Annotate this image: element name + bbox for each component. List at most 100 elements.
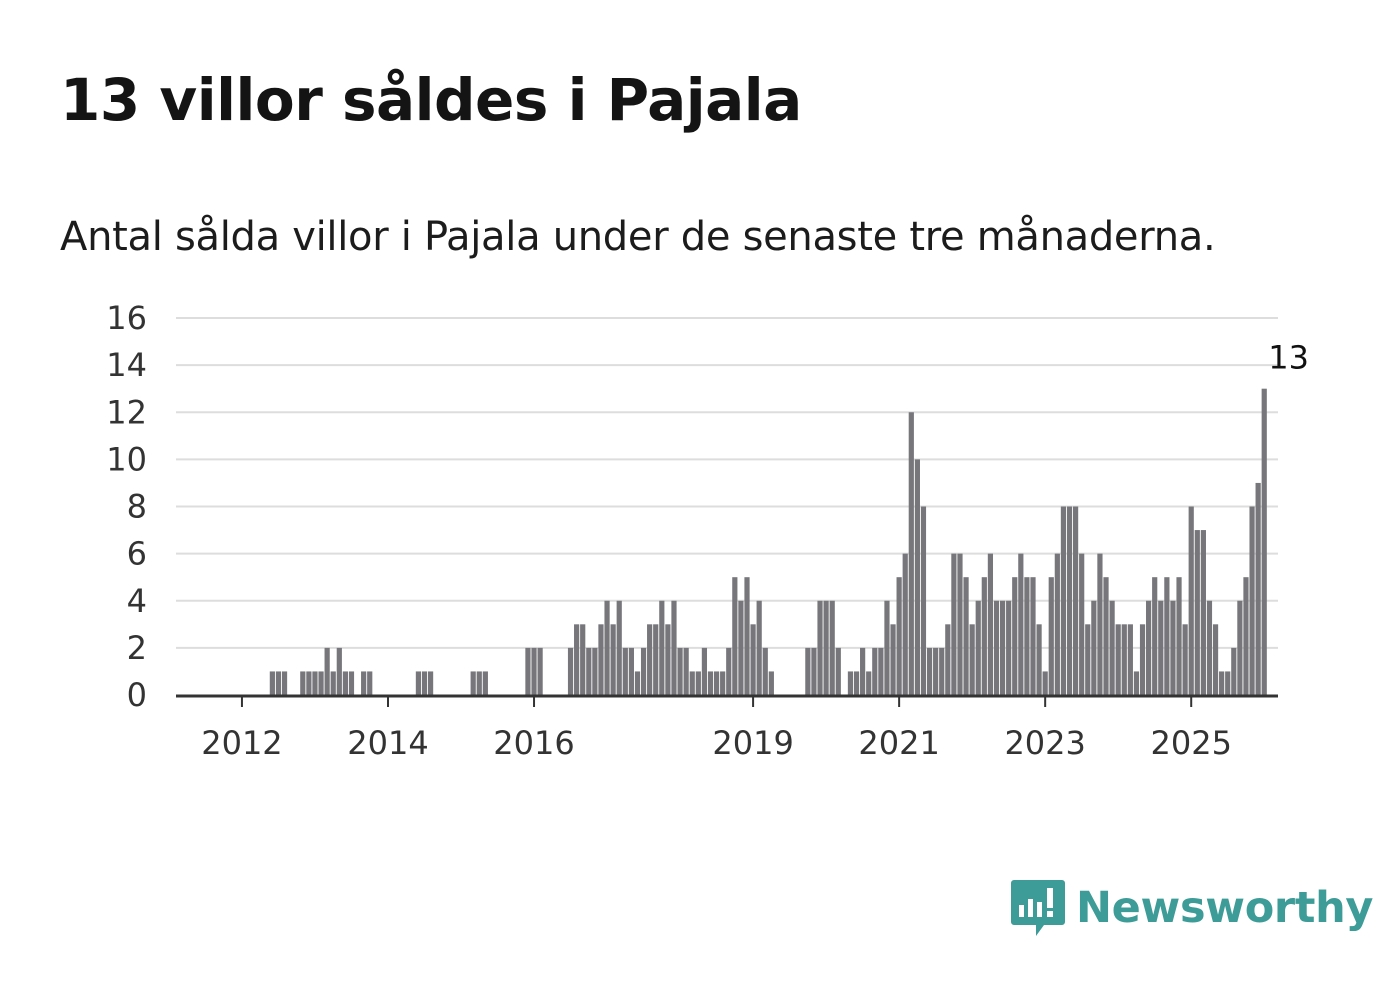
bar-71 — [610, 624, 616, 695]
bar-93 — [744, 577, 750, 695]
bar-26 — [336, 647, 342, 695]
highlight-value-label: 13 — [1268, 339, 1309, 377]
bar-145 — [1060, 506, 1067, 695]
x-tick-label-2023: 2023 — [1004, 724, 1085, 762]
y-axis-ticks: 0 2 4 6 8 10 12 14 16 — [106, 299, 147, 714]
bar-167 — [1194, 530, 1200, 695]
bar-69 — [598, 624, 604, 695]
bar-85 — [695, 671, 701, 695]
bar-153 — [1109, 600, 1115, 695]
bar-96 — [762, 647, 768, 695]
bar-127 — [951, 553, 957, 695]
bar-139 — [1024, 577, 1030, 695]
y-tick-label-14: 14 — [106, 346, 147, 384]
bar-143 — [1048, 577, 1054, 695]
bar-107 — [829, 600, 835, 695]
bar-168 — [1200, 530, 1206, 695]
bar-140 — [1030, 577, 1036, 695]
bar-163 — [1170, 600, 1176, 695]
bar-158 — [1139, 624, 1146, 695]
chart-title: 13 villor såldes i Pajala — [60, 66, 802, 134]
bar-146 — [1066, 506, 1073, 695]
bar-171 — [1219, 671, 1225, 695]
bar-123 — [926, 647, 933, 695]
bar-86 — [701, 647, 708, 695]
bar-169 — [1206, 600, 1213, 695]
bar-149 — [1085, 624, 1091, 695]
bar-79 — [659, 600, 665, 695]
y-tick-label-8: 8 — [127, 488, 147, 526]
bar-159 — [1146, 600, 1152, 695]
bar-176 — [1249, 506, 1255, 695]
bar-113 — [866, 671, 872, 695]
bar-49 — [476, 671, 482, 695]
bar-76 — [640, 647, 647, 695]
bar-95 — [756, 600, 762, 695]
y-tick-label-2: 2 — [127, 629, 147, 667]
bar-24 — [324, 647, 330, 695]
bar-105 — [817, 600, 823, 695]
bar-165 — [1182, 624, 1188, 695]
y-tick-label-12: 12 — [106, 393, 147, 431]
bar-133 — [987, 553, 994, 695]
bar-117 — [890, 624, 896, 695]
bar-147 — [1072, 506, 1079, 695]
bar-67 — [586, 647, 592, 695]
bar-160 — [1152, 577, 1158, 695]
bar-151 — [1097, 553, 1103, 695]
bar-116 — [884, 600, 890, 695]
x-tick-label-2021: 2021 — [858, 724, 939, 762]
bar-77 — [647, 624, 653, 695]
bar-175 — [1243, 577, 1249, 695]
x-tick-label-2014: 2014 — [347, 724, 428, 762]
bar-178 — [1261, 388, 1267, 695]
bar-89 — [720, 671, 726, 695]
bar-73 — [622, 647, 628, 695]
bar-58 — [531, 647, 537, 695]
bar-50 — [482, 671, 488, 695]
bar-48 — [470, 671, 476, 695]
bar-97 — [768, 671, 774, 695]
bar-57 — [525, 647, 531, 695]
bar-172 — [1225, 671, 1231, 695]
bars — [269, 388, 1267, 695]
bar-30 — [361, 671, 367, 695]
bar-64 — [567, 647, 574, 695]
chart-subtitle: Antal sålda villor i Pajala under de sen… — [60, 214, 1216, 260]
bar-177 — [1255, 482, 1261, 695]
bar-17 — [281, 671, 288, 695]
bar-161 — [1158, 600, 1164, 695]
y-tick-label-6: 6 — [127, 535, 147, 573]
bar-90 — [726, 647, 732, 695]
bar-114 — [872, 647, 878, 695]
bar-112 — [860, 647, 866, 695]
bar-21 — [306, 671, 312, 695]
bar-128 — [957, 553, 963, 695]
bar-130 — [969, 624, 975, 695]
bar-135 — [999, 600, 1006, 695]
bar-129 — [963, 577, 969, 695]
bar-70 — [604, 600, 610, 695]
bar-87 — [707, 671, 714, 695]
x-tick-label-2012: 2012 — [201, 724, 282, 762]
bar-31 — [367, 671, 373, 695]
y-tick-label-10: 10 — [106, 440, 147, 478]
newsworthy-logo: Newsworthy — [1010, 878, 1373, 938]
bar-27 — [342, 671, 348, 695]
bar-131 — [975, 600, 981, 695]
x-tick-label-2025: 2025 — [1150, 724, 1231, 762]
bar-150 — [1091, 600, 1097, 695]
bar-154 — [1115, 624, 1121, 695]
bar-124 — [933, 647, 939, 695]
y-tick-label-4: 4 — [127, 582, 147, 620]
bar-125 — [939, 647, 945, 695]
bar-75 — [634, 671, 641, 695]
bar-103 — [805, 647, 811, 695]
bar-92 — [738, 600, 744, 695]
bar-134 — [993, 600, 1000, 695]
bar-20 — [300, 671, 306, 695]
bar-126 — [945, 624, 951, 695]
bar-25 — [330, 671, 336, 695]
bar-59 — [537, 647, 543, 695]
bar-137 — [1012, 577, 1018, 695]
